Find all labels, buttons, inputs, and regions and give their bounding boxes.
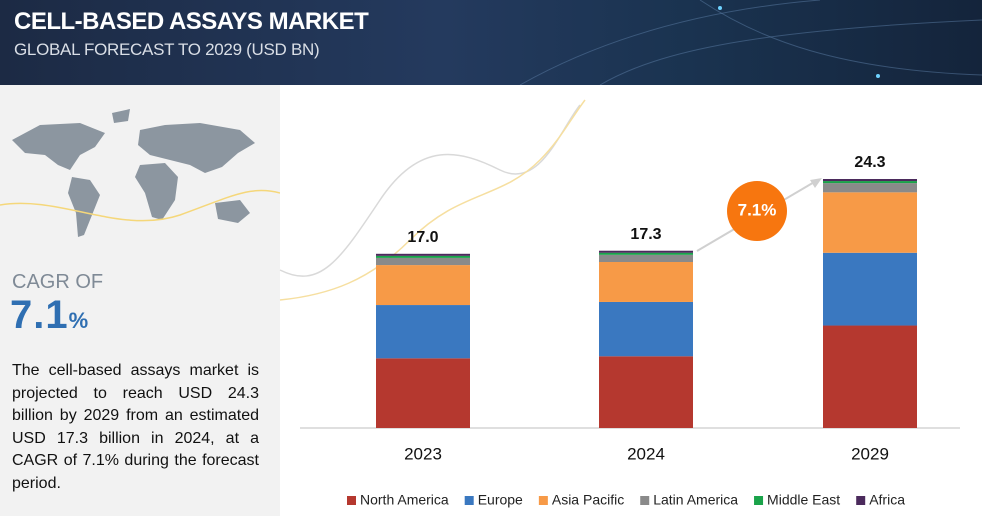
cagr-unit: % xyxy=(68,308,90,333)
legend-label: Latin America xyxy=(653,492,738,508)
title: CELL-BASED ASSAYS MARKET xyxy=(14,8,369,35)
legend-swatch xyxy=(347,496,356,505)
side-panel: CAGR OF 7.1% The cell-based assays marke… xyxy=(0,85,280,516)
subtitle: GLOBAL FORECAST TO 2029 (USD BN) xyxy=(14,40,320,59)
x-tick-label: 2029 xyxy=(851,444,889,463)
bar-segment xyxy=(376,358,470,428)
header-decoration xyxy=(519,0,982,85)
bar-segment xyxy=(599,252,693,255)
total-label: 17.0 xyxy=(407,229,438,246)
legend-swatch xyxy=(640,496,650,505)
world-map xyxy=(0,109,280,237)
cagr-badge-label: 7.1% xyxy=(738,200,777,219)
description: The cell-based assays market is projecte… xyxy=(12,362,259,492)
cagr-badge xyxy=(727,181,787,241)
bar-segment xyxy=(823,192,917,253)
bar-segment xyxy=(599,262,693,302)
legend-swatch xyxy=(754,496,764,505)
bar-segment xyxy=(823,179,917,182)
bar-segment xyxy=(599,254,693,262)
bar-segment xyxy=(376,255,470,258)
bar-segment xyxy=(823,252,917,326)
bar-segment xyxy=(376,253,470,256)
total-label: 24.3 xyxy=(854,154,885,171)
legend-label: North America xyxy=(360,492,449,508)
growth-arrow-head xyxy=(810,178,822,188)
legend-label: Europe xyxy=(478,492,523,508)
cagr-label: CAGR OF xyxy=(12,271,104,293)
bar-segment xyxy=(823,183,917,193)
x-tick-label: 2024 xyxy=(627,444,665,463)
bar-segment xyxy=(599,250,693,253)
bar-segment xyxy=(599,356,693,428)
bar-segment xyxy=(376,257,470,266)
cagr-value: 7.1% xyxy=(10,293,89,338)
bar-segment xyxy=(599,301,693,357)
x-tick-label: 2023 xyxy=(404,444,442,463)
growth-arrow xyxy=(696,180,817,252)
header: CELL-BASED ASSAYS MARKET GLOBAL FORECAST… xyxy=(0,0,982,85)
legend-swatch xyxy=(464,496,474,505)
bar-segment xyxy=(376,305,470,359)
legend-label: Asia Pacific xyxy=(552,492,624,508)
total-label: 17.3 xyxy=(630,226,661,243)
legend-swatch xyxy=(538,496,548,505)
bar-segment xyxy=(376,265,470,306)
cagr-number: 7.1 xyxy=(10,293,69,337)
legend-label: Middle East xyxy=(767,492,840,508)
bar-segment xyxy=(823,325,917,428)
legend-label: Africa xyxy=(869,492,905,508)
legend-swatch xyxy=(856,496,866,505)
bar-segment xyxy=(823,181,917,184)
